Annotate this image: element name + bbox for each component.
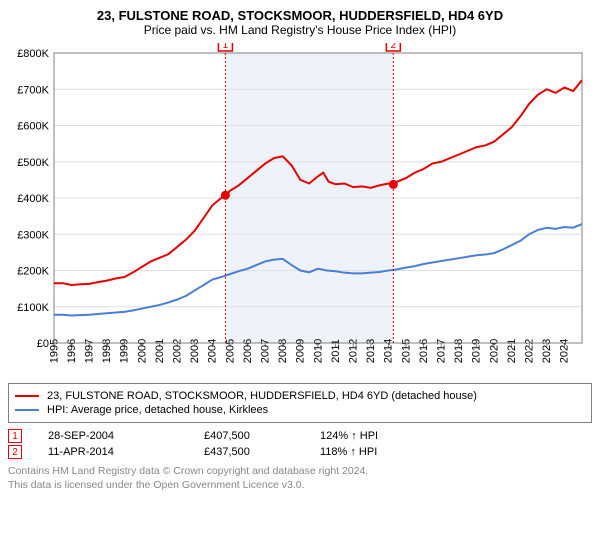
svg-text:2003: 2003 [189, 339, 201, 363]
svg-text:2006: 2006 [242, 339, 254, 363]
svg-text:£0: £0 [37, 338, 49, 350]
svg-text:1997: 1997 [83, 339, 95, 363]
svg-text:2002: 2002 [171, 339, 183, 363]
footer-line: This data is licensed under the Open Gov… [8, 479, 592, 493]
svg-text:£300K: £300K [17, 229, 49, 241]
legend: 23, FULSTONE ROAD, STOCKSMOOR, HUDDERSFI… [8, 383, 592, 423]
footer-line: Contains HM Land Registry data © Crown c… [8, 465, 592, 479]
svg-text:2013: 2013 [365, 339, 377, 363]
footer-attribution: Contains HM Land Registry data © Crown c… [8, 465, 592, 492]
svg-text:2019: 2019 [471, 339, 483, 363]
svg-text:2020: 2020 [488, 339, 500, 363]
legend-swatch-icon [15, 409, 39, 411]
legend-label: 23, FULSTONE ROAD, STOCKSMOOR, HUDDERSFI… [47, 390, 477, 402]
svg-text:£500K: £500K [17, 157, 49, 169]
table-row: 2 11-APR-2014 £437,500 118% ↑ HPI [8, 445, 592, 459]
svg-text:£100K: £100K [17, 302, 49, 314]
svg-text:£700K: £700K [17, 84, 49, 96]
svg-text:2005: 2005 [224, 339, 236, 363]
svg-text:2018: 2018 [453, 339, 465, 363]
legend-row: HPI: Average price, detached house, Kirk… [15, 404, 585, 416]
svg-text:2022: 2022 [524, 339, 536, 363]
svg-text:2023: 2023 [541, 339, 553, 363]
svg-text:1: 1 [223, 43, 229, 51]
svg-text:2012: 2012 [348, 339, 360, 363]
svg-text:1998: 1998 [101, 339, 113, 363]
svg-text:2015: 2015 [400, 339, 412, 363]
svg-text:2009: 2009 [295, 339, 307, 363]
cell-date: 11-APR-2014 [48, 446, 178, 458]
svg-text:2008: 2008 [277, 339, 289, 363]
svg-text:2016: 2016 [418, 339, 430, 363]
svg-text:£200K: £200K [17, 266, 49, 278]
svg-text:2024: 2024 [559, 339, 571, 363]
svg-text:1999: 1999 [119, 339, 131, 363]
cell-price: £407,500 [204, 430, 294, 442]
legend-label: HPI: Average price, detached house, Kirk… [47, 404, 268, 416]
svg-text:2017: 2017 [436, 339, 448, 363]
svg-text:2001: 2001 [154, 339, 166, 363]
chart-area: £0 £100K £200K £300K £400K £500K £600K £700K £80… [8, 43, 592, 377]
svg-text:2: 2 [391, 43, 397, 51]
chart-subtitle: Price paid vs. HM Land Registry's House … [8, 23, 592, 37]
svg-text:1996: 1996 [66, 339, 78, 363]
svg-text:£800K: £800K [17, 48, 49, 60]
line-chart-svg: £0 £100K £200K £300K £400K £500K £600K £700K £80… [8, 43, 592, 377]
svg-text:2021: 2021 [506, 339, 518, 363]
table-row: 1 28-SEP-2004 £407,500 124% ↑ HPI [8, 429, 592, 443]
marker-badge-icon: 1 [8, 429, 22, 443]
cell-hpi: 118% ↑ HPI [320, 446, 420, 458]
legend-swatch-icon [15, 395, 39, 397]
cell-date: 28-SEP-2004 [48, 430, 178, 442]
svg-text:2010: 2010 [312, 339, 324, 363]
cell-hpi: 124% ↑ HPI [320, 430, 420, 442]
chart-title: 23, FULSTONE ROAD, STOCKSMOOR, HUDDERSFI… [8, 8, 592, 23]
chart-container: 23, FULSTONE ROAD, STOCKSMOOR, HUDDERSFI… [0, 0, 600, 496]
svg-text:2000: 2000 [136, 339, 148, 363]
svg-text:2004: 2004 [207, 339, 219, 363]
markers-table: 1 28-SEP-2004 £407,500 124% ↑ HPI 2 11-A… [8, 429, 592, 459]
cell-price: £437,500 [204, 446, 294, 458]
svg-text:2007: 2007 [260, 339, 272, 363]
marker-badge-icon: 2 [8, 445, 22, 459]
legend-row: 23, FULSTONE ROAD, STOCKSMOOR, HUDDERSFI… [15, 390, 585, 402]
svg-text:£400K: £400K [17, 193, 49, 205]
svg-text:£600K: £600K [17, 121, 49, 133]
